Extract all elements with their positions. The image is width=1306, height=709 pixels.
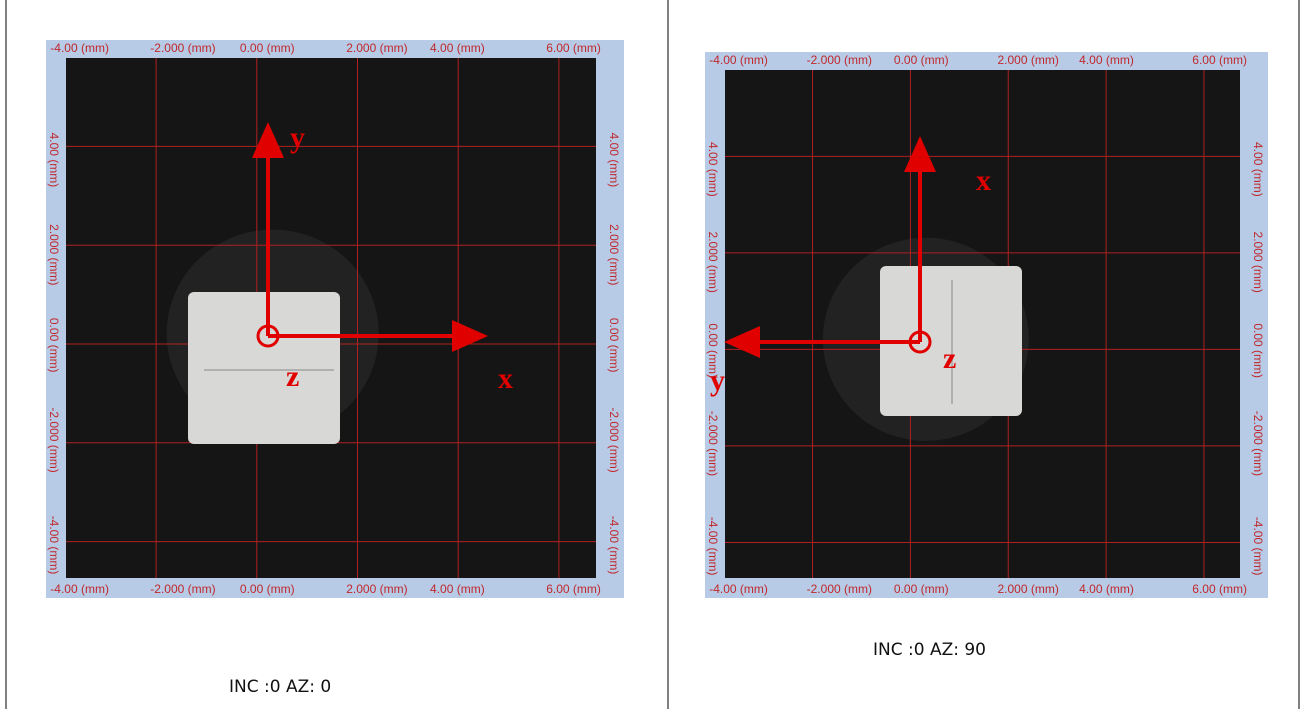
- y-label: -4.00 (mm): [706, 517, 720, 576]
- x-label: 2.000 (mm): [346, 582, 407, 596]
- y-label: 4.00 (mm): [706, 142, 720, 197]
- x-label: -2.000 (mm): [150, 582, 215, 596]
- y-label: 0.00 (mm): [47, 318, 61, 373]
- table-border: [5, 0, 1300, 709]
- axis-label: z: [286, 360, 299, 393]
- y-label: -2.000 (mm): [706, 411, 720, 476]
- y-label: -4.00 (mm): [47, 516, 61, 575]
- y-label: 0.00 (mm): [706, 323, 720, 378]
- x-label: -4.00 (mm): [50, 41, 109, 55]
- x-label: -4.00 (mm): [50, 582, 109, 596]
- x-label: 0.00 (mm): [894, 53, 949, 67]
- x-label: 4.00 (mm): [430, 41, 485, 55]
- axis-label: y: [710, 364, 725, 397]
- x-label: 4.00 (mm): [1079, 582, 1134, 596]
- x-label: -2.000 (mm): [150, 41, 215, 55]
- x-label: 4.00 (mm): [1079, 53, 1134, 67]
- y-label: 0.00 (mm): [607, 318, 621, 373]
- caption: INC :0 AZ: 0: [229, 677, 331, 697]
- x-label: 0.00 (mm): [240, 41, 295, 55]
- x-label: -4.00 (mm): [709, 582, 768, 596]
- x-label: 0.00 (mm): [240, 582, 295, 596]
- axis-label: z: [943, 342, 956, 375]
- x-label: 4.00 (mm): [430, 582, 485, 596]
- y-label: 2.000 (mm): [706, 232, 720, 293]
- caption: INC :0 AZ: 90: [873, 640, 986, 660]
- axis-label: y: [290, 121, 305, 154]
- y-label: 4.00 (mm): [607, 133, 621, 188]
- y-label: 2.000 (mm): [607, 224, 621, 285]
- y-label: -2.000 (mm): [1251, 411, 1265, 476]
- axis-label: x: [498, 362, 513, 395]
- y-label: 2.000 (mm): [1251, 232, 1265, 293]
- y-label: -4.00 (mm): [1251, 517, 1265, 576]
- x-label: 6.00 (mm): [546, 41, 601, 55]
- x-label: 2.000 (mm): [998, 582, 1059, 596]
- y-label: -2.000 (mm): [47, 407, 61, 472]
- chip: [188, 292, 340, 444]
- axis-label: x: [976, 164, 991, 197]
- x-label: 6.00 (mm): [1192, 582, 1247, 596]
- x-label: -2.000 (mm): [807, 53, 872, 67]
- y-label: 4.00 (mm): [1251, 142, 1265, 197]
- y-label: -4.00 (mm): [607, 516, 621, 575]
- x-label: 0.00 (mm): [894, 582, 949, 596]
- x-label: 6.00 (mm): [546, 582, 601, 596]
- x-label: -4.00 (mm): [709, 53, 768, 67]
- x-label: 2.000 (mm): [346, 41, 407, 55]
- y-label: 0.00 (mm): [1251, 323, 1265, 378]
- x-label: 6.00 (mm): [1192, 53, 1247, 67]
- y-label: 2.000 (mm): [47, 224, 61, 285]
- y-label: 4.00 (mm): [47, 133, 61, 188]
- x-label: -2.000 (mm): [807, 582, 872, 596]
- x-label: 2.000 (mm): [998, 53, 1059, 67]
- overlay: y z x INC :0 AZ: 0 x z y INC :0 AZ: 90: [188, 121, 1022, 697]
- y-label: -2.000 (mm): [607, 407, 621, 472]
